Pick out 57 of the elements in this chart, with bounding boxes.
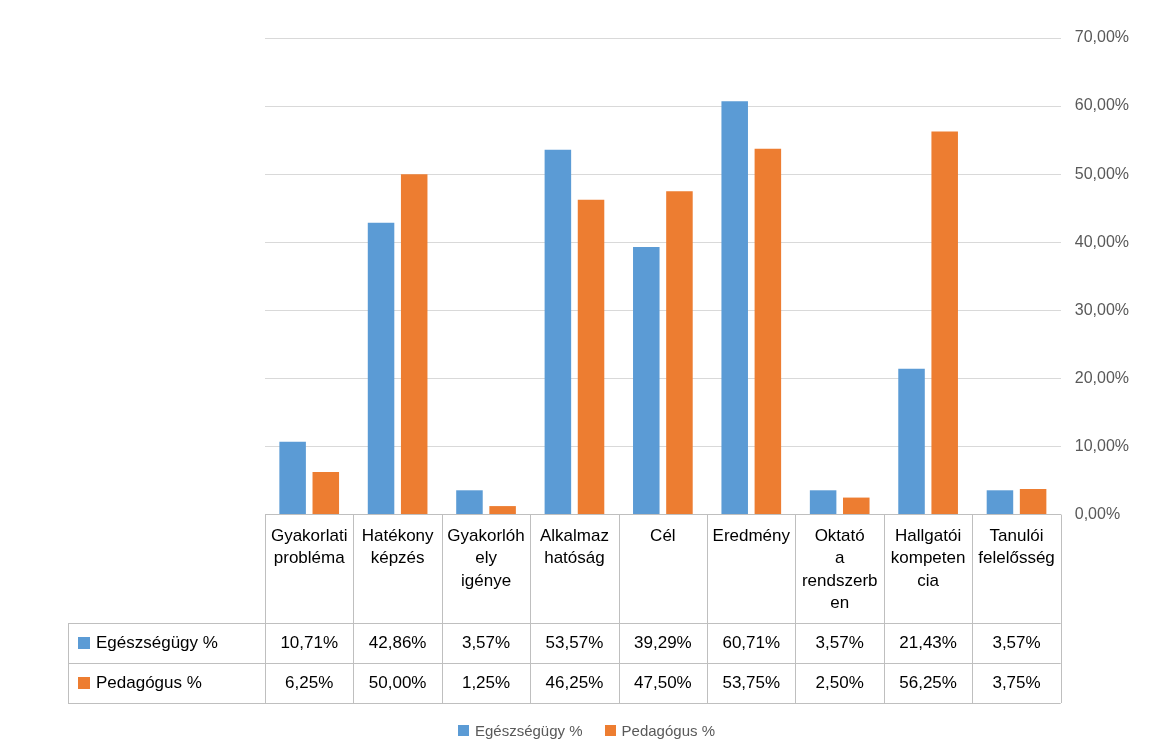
data-label: 21,43%	[899, 632, 957, 652]
data-label: 46,25%	[545, 672, 604, 692]
bar	[489, 506, 516, 515]
data-label: 3,57%	[992, 632, 1041, 652]
y-tick-label: 60,00%	[1074, 96, 1129, 114]
text: Pedagógus %	[621, 722, 715, 739]
bar	[633, 247, 660, 515]
bar	[1019, 489, 1047, 515]
bar	[367, 222, 395, 515]
data-label: 3,57%	[461, 632, 511, 652]
y-tick-label: 40,00%	[1074, 232, 1129, 250]
bar	[754, 148, 782, 515]
data-label: 53,57%	[545, 632, 604, 652]
data-label: 53,75%	[722, 672, 781, 692]
data-label: 1,25%	[461, 672, 511, 692]
x-tick-label: Gyakorlóhely igénye	[447, 526, 525, 590]
text: Egészségügy %	[475, 722, 583, 739]
data-label: 50,00%	[368, 672, 427, 692]
x-tick-label: Alkalmazhatóság	[539, 526, 609, 568]
bar	[986, 490, 1014, 515]
x-tick-label: Oktató a rendszerben	[801, 526, 878, 612]
bar	[931, 131, 958, 515]
bar	[400, 174, 428, 515]
x-tick-label: Hatékony képzés	[361, 526, 435, 568]
x-tick-label: Hallgatói kompetencia	[890, 526, 966, 590]
data-label: 39,29%	[634, 632, 692, 652]
y-tick-label: 30,00%	[1074, 300, 1129, 318]
bar	[544, 149, 572, 515]
data-label: 60,71%	[722, 632, 781, 652]
legend-label: Pedagógus %	[96, 673, 202, 693]
bar	[809, 490, 837, 515]
y-tick-label: 10,00%	[1074, 436, 1129, 454]
x-tick-label: Gyakorlati probléma	[270, 526, 348, 568]
data-label: 3,57%	[815, 632, 864, 652]
bar	[898, 368, 925, 515]
y-tick-label: 70,00%	[1074, 28, 1129, 46]
legend-label: Egészségügy %	[96, 633, 218, 653]
x-tick-label: Tanulói felelősség	[978, 526, 1055, 568]
bar	[279, 441, 306, 515]
data-label: 6,25%	[285, 672, 334, 692]
bar	[577, 199, 605, 515]
x-tick-label: Cél	[650, 526, 676, 546]
data-label: 47,50%	[634, 672, 692, 692]
bar	[721, 101, 748, 515]
y-tick-label: 50,00%	[1074, 164, 1129, 182]
data-label: 42,86%	[368, 632, 427, 652]
y-tick-label: 20,00%	[1074, 368, 1129, 386]
bar	[843, 497, 870, 515]
bar	[456, 490, 483, 515]
data-label: 2,50%	[815, 672, 864, 692]
data-label: 56,25%	[899, 672, 957, 692]
bar	[666, 191, 693, 515]
bar	[312, 472, 340, 515]
data-label: 10,71%	[280, 632, 339, 652]
data-label: 3,75%	[992, 672, 1041, 692]
y-tick-label: 0,00%	[1074, 505, 1121, 523]
x-tick-label: Eredmény	[712, 526, 791, 546]
